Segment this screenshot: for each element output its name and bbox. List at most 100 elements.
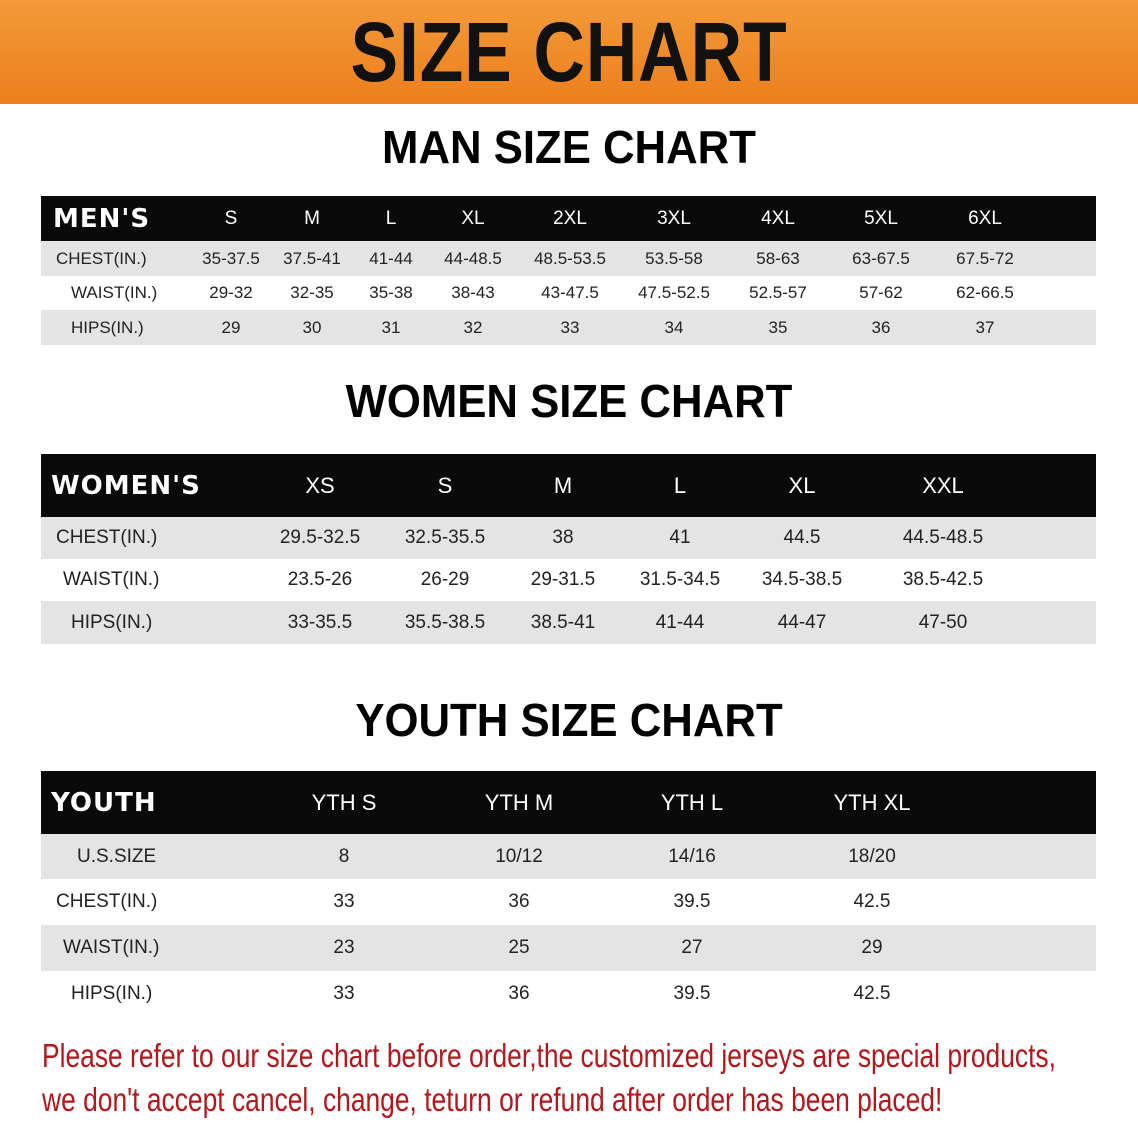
- notice-line-2: we don't accept cancel, change, teturn o…: [42, 1081, 943, 1118]
- row-label: U.S.SIZE: [77, 845, 157, 867]
- table-header-row: WOMEN'S XS S M L XL XXL: [41, 454, 1096, 517]
- measurement-cell: 37: [975, 317, 995, 337]
- size-header-cell: S: [224, 207, 238, 229]
- measurement-cell: 32: [463, 317, 483, 337]
- size-header-cell: L: [385, 207, 397, 229]
- row-label: WAIST(IN.): [63, 569, 160, 590]
- measurement-cell: 44.5-48.5: [902, 527, 984, 548]
- measurement-cell: 30: [302, 317, 322, 337]
- measurement-cell: 38-43: [451, 283, 495, 302]
- table-row: WAIST(IN.) 23 25 27 29: [41, 925, 1096, 971]
- table-row: HIPS(IN.) 29 30 31 32 33 34 35 36 37: [41, 310, 1096, 345]
- measurement-cell: 38.5-41: [530, 611, 596, 633]
- size-header-cell: YTH S: [311, 789, 377, 815]
- measurement-cell: 35: [768, 317, 788, 337]
- women-size-table: WOMEN'S XS S M L XL XXL CHEST(IN.) 29.5-32.5 32.5…: [41, 454, 1096, 644]
- measurement-cell: 8: [338, 845, 350, 867]
- measurement-cell: 29-32: [209, 283, 253, 302]
- table-row: CHEST(IN.) 29.5-32.5 32.5-35.5 38 41 44.5 44.5…: [41, 517, 1096, 559]
- measurement-cell: 36: [508, 891, 530, 912]
- size-header-cell: 3XL: [657, 207, 691, 229]
- size-header-cell: XXL: [922, 472, 964, 498]
- measurement-cell: 43-47.5: [541, 283, 599, 302]
- table-row: CHEST(IN.) 33 36 39.5 42.5: [41, 879, 1096, 925]
- size-header-cell: XL: [788, 472, 816, 498]
- measurement-cell: 48.5-53.5: [534, 248, 606, 268]
- measurement-cell: 39.5: [673, 982, 711, 1004]
- measurement-cell: 29-31.5: [530, 569, 596, 590]
- measurement-cell: 33: [333, 891, 355, 912]
- measurement-cell: 53.5-58: [645, 248, 703, 268]
- measurement-cell: 41-44: [655, 611, 705, 633]
- measurement-cell: 52.5-57: [749, 283, 807, 302]
- row-label: CHEST(IN.): [56, 891, 158, 912]
- size-header-cell: L: [673, 472, 687, 498]
- size-header-cell: M: [553, 472, 573, 498]
- row-label: WAIST(IN.): [71, 283, 158, 302]
- measurement-cell: 47-50: [918, 611, 968, 633]
- measurement-cell: 39.5: [673, 891, 711, 912]
- measurement-cell: 57-62: [859, 283, 903, 302]
- measurement-cell: 63-67.5: [852, 248, 910, 268]
- measurement-cell: 32-35: [290, 283, 334, 302]
- measurement-cell: 42.5: [853, 891, 891, 912]
- measurement-cell: 33-35.5: [287, 611, 353, 633]
- measurement-cell: 27: [681, 937, 703, 958]
- youth-title: YOUTH SIZE CHART: [355, 694, 783, 746]
- measurement-cell: 67.5-72: [956, 248, 1014, 268]
- measurement-cell: 44.5: [783, 527, 821, 548]
- row-label: HIPS(IN.): [71, 317, 144, 337]
- size-header-cell: YTH M: [484, 789, 554, 815]
- measurement-cell: 29: [221, 317, 241, 337]
- women-title: WOMEN SIZE CHART: [345, 375, 793, 427]
- measurement-cell: 42.5: [853, 982, 891, 1004]
- row-label: HIPS(IN.): [71, 982, 153, 1004]
- size-header-cell: 2XL: [553, 207, 587, 229]
- measurement-cell: 33: [560, 317, 580, 337]
- measurement-cell: 10/12: [495, 845, 543, 867]
- measurement-cell: 23: [333, 937, 355, 958]
- table-row: WAIST(IN.) 29-32 32-35 35-38 38-43 43-47.5 47.…: [41, 276, 1096, 310]
- table-title-cell: WOMEN'S: [51, 470, 201, 501]
- measurement-cell: 35-38: [369, 283, 413, 302]
- row-label: CHEST(IN.): [56, 248, 147, 268]
- measurement-cell: 47.5-52.5: [638, 283, 710, 302]
- measurement-cell: 25: [508, 937, 530, 958]
- size-header-cell: XS: [305, 472, 335, 498]
- measurement-cell: 41-44: [369, 248, 413, 268]
- row-label: WAIST(IN.): [63, 937, 160, 958]
- measurement-cell: 35-37.5: [202, 248, 260, 268]
- size-header-cell: S: [437, 472, 453, 498]
- measurement-cell: 32.5-35.5: [404, 527, 486, 548]
- measurement-cell: 26-29: [420, 569, 470, 590]
- measurement-cell: 36: [871, 317, 891, 337]
- measurement-cell: 29.5-32.5: [279, 527, 361, 548]
- measurement-cell: 58-63: [756, 248, 800, 268]
- size-header-cell: 6XL: [968, 207, 1002, 229]
- measurement-cell: 23.5-26: [287, 569, 353, 590]
- measurement-cell: 34: [664, 317, 684, 337]
- measurement-cell: 38: [552, 527, 574, 548]
- measurement-cell: 36: [508, 982, 530, 1004]
- table-header-row: YOUTH YTH S YTH M YTH L YTH XL: [41, 771, 1096, 834]
- measurement-cell: 29: [861, 937, 883, 958]
- measurement-cell: 14/16: [668, 845, 716, 867]
- measurement-cell: 35.5-38.5: [404, 611, 486, 633]
- men-title: MAN SIZE CHART: [382, 121, 756, 173]
- measurement-cell: 33: [333, 982, 355, 1004]
- banner-title: SIZE CHART: [350, 5, 788, 99]
- measurement-cell: 38.5-42.5: [902, 569, 984, 590]
- row-label: HIPS(IN.): [71, 611, 153, 633]
- measurement-cell: 31.5-34.5: [639, 569, 721, 590]
- table-row: CHEST(IN.) 35-37.5 37.5-41 41-44 44-48.5 48.5…: [41, 241, 1096, 276]
- table-title-cell: YOUTH: [51, 787, 157, 818]
- men-size-table: MEN'S S M L XL 2XL 3XL 4XL 5XL 6XL CHEST(IN.) 35-37…: [41, 196, 1096, 345]
- measurement-cell: 31: [381, 317, 401, 337]
- measurement-cell: 62-66.5: [956, 283, 1014, 302]
- youth-size-table: YOUTH YTH S YTH M YTH L YTH XL U.S.SIZE 8 10/12…: [41, 771, 1096, 1016]
- size-header-cell: XL: [461, 207, 485, 229]
- table-row: U.S.SIZE 8 10/12 14/16 18/20: [41, 834, 1096, 879]
- table-row: WAIST(IN.) 23.5-26 26-29 29-31.5 31.5-34.5 34…: [41, 559, 1096, 601]
- banner: SIZE CHART: [0, 0, 1138, 104]
- measurement-cell: 18/20: [848, 845, 896, 867]
